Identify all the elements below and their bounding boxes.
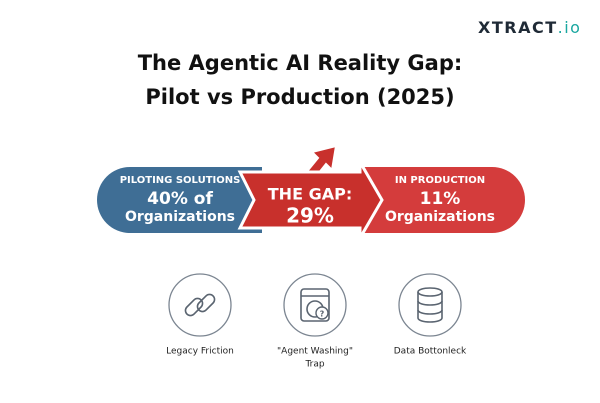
production-value: 11% [420,189,461,209]
gap-value: 29% [286,204,334,228]
factor-label: Legacy Friction [166,347,234,357]
icon-washer: ? [283,273,347,337]
gap-label: THE GAP: [268,185,352,204]
pilot-caption: Organizations [125,209,235,225]
production-label: IN PRODUCTION [395,175,485,186]
icon-chain [168,273,232,337]
production-caption: Organizations [385,209,495,225]
pilot-pill [97,167,262,233]
logo-brand: XTRACT [478,18,558,37]
logo-suffix: .io [558,18,582,37]
factor-label: Data Bottonleck [394,347,467,357]
svg-text:?: ? [320,310,325,319]
logo: XTRACT.io [478,18,581,37]
production-pill [362,167,525,233]
factor-label: "Agent Washing" [277,347,353,357]
pilot-label: PILOTING SOLUTIONS [120,175,241,186]
factor-label: Trap [304,360,324,370]
icon-database [398,273,462,337]
title: The Agentic AI Reality Gap: [138,51,463,75]
pilot-value: 40% of [147,189,213,209]
gap-arrow [237,156,384,244]
title: Pilot vs Production (2025) [145,85,454,109]
